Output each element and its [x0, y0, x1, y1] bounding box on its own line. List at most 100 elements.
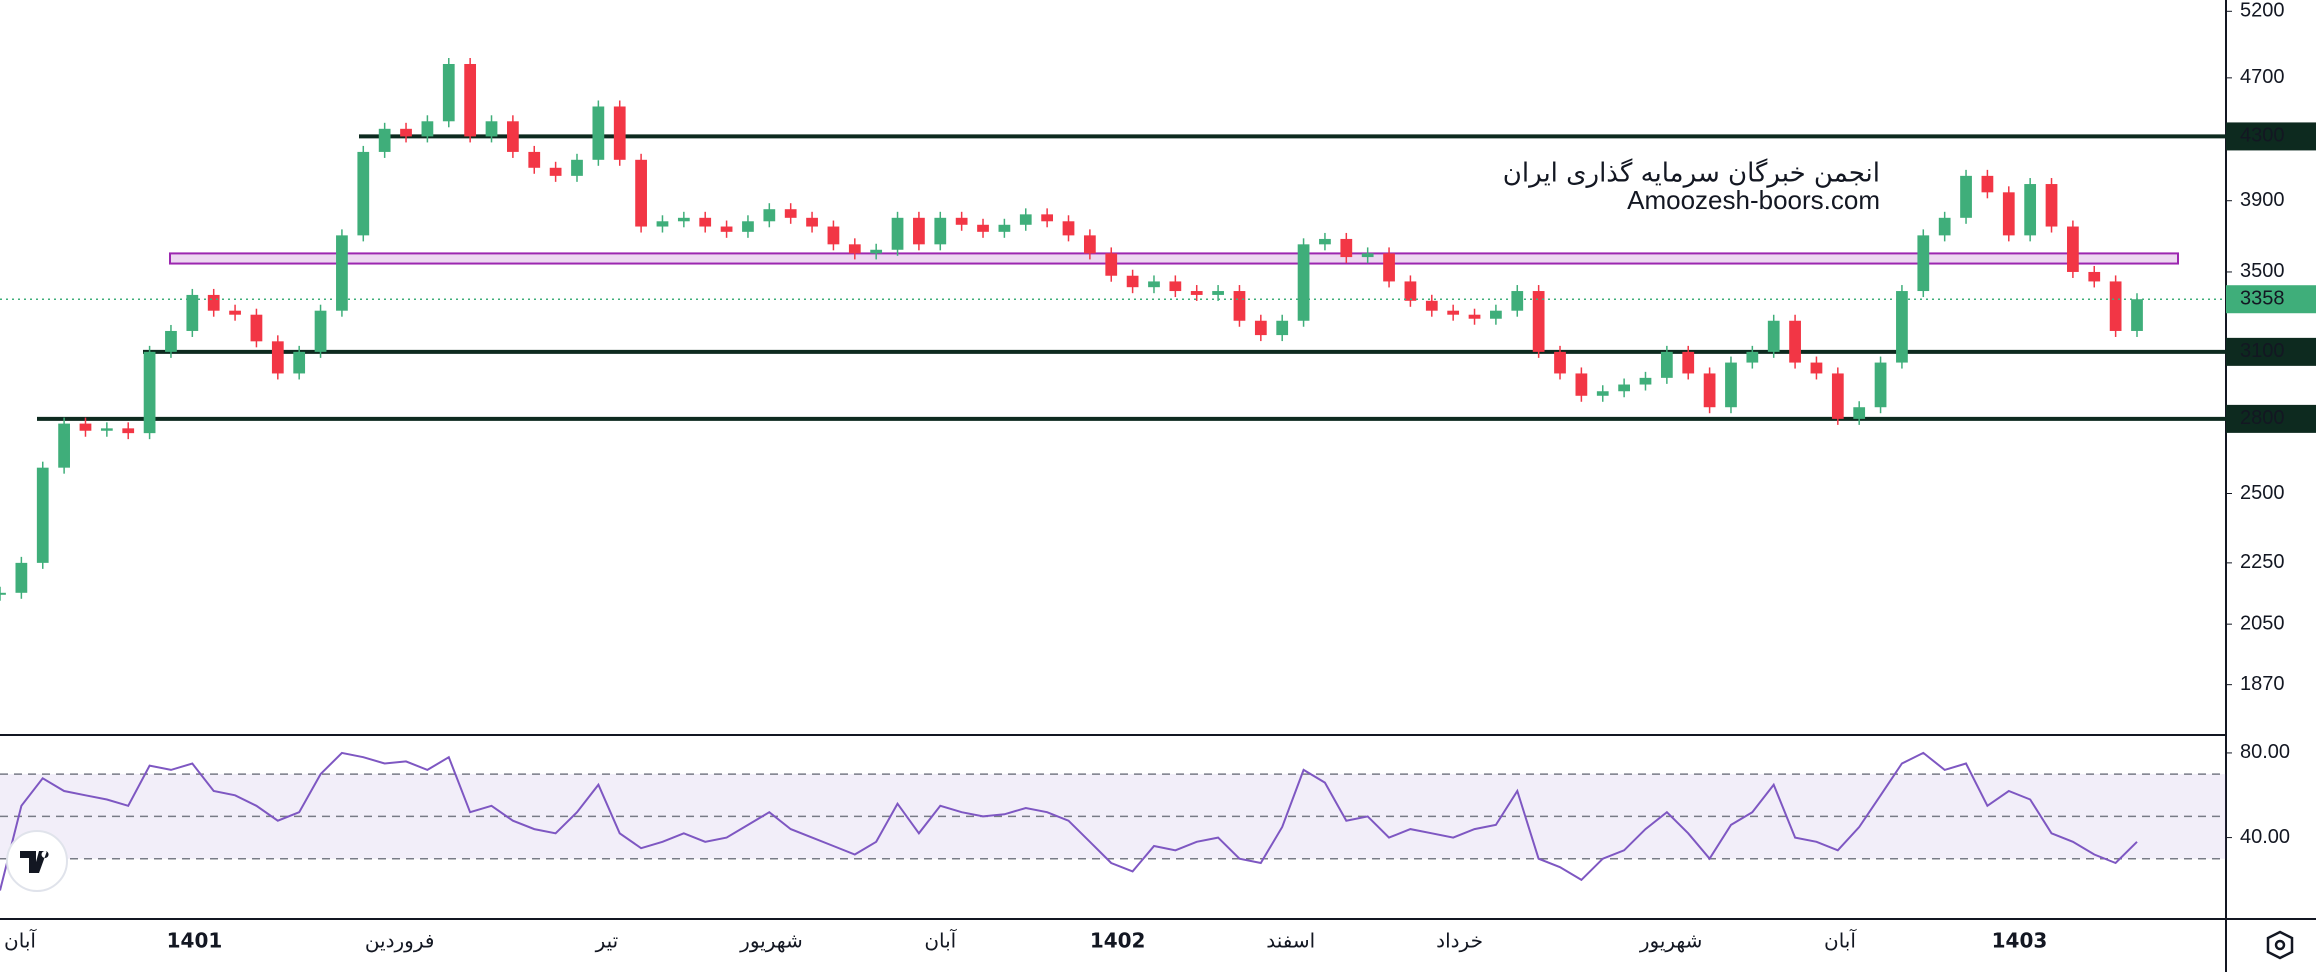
candle	[1703, 373, 1716, 408]
candle	[58, 423, 70, 468]
y-tick-label: 4700	[2240, 66, 2285, 88]
candle	[1831, 373, 1844, 419]
candle	[2024, 184, 2037, 236]
candle	[293, 351, 306, 374]
candle	[1981, 175, 1994, 193]
candle	[1126, 275, 1139, 288]
candle	[79, 423, 92, 431]
candle	[15, 562, 28, 593]
x-tick-label: اسفند	[1266, 929, 1315, 953]
y-tick-label: 3900	[2240, 189, 2285, 211]
x-tick-label: آبان	[4, 928, 37, 953]
candle	[891, 217, 904, 250]
candle	[1511, 291, 1524, 311]
candle	[784, 209, 797, 218]
candle	[464, 63, 477, 137]
candle	[1767, 320, 1780, 352]
candle	[1639, 377, 1652, 385]
candle	[1340, 238, 1353, 258]
candle	[934, 217, 947, 245]
tv-logo[interactable]	[6, 830, 68, 892]
candle	[1746, 351, 1759, 363]
candle	[507, 121, 519, 152]
candle	[1960, 175, 1972, 218]
x-tick-label: خرداد	[1436, 929, 1483, 953]
candle	[1810, 362, 1823, 374]
candle	[336, 235, 348, 311]
candle	[1254, 320, 1267, 336]
candle	[977, 224, 989, 232]
candle	[229, 310, 241, 315]
candle	[100, 428, 113, 431]
x-tick-label: آبان	[924, 928, 957, 953]
candle	[2067, 226, 2079, 272]
y-tick-label: 5200	[2240, 0, 2285, 22]
candle	[421, 121, 434, 137]
candle	[1725, 362, 1737, 408]
x-tick-label: فروردین	[365, 929, 435, 953]
candle	[1276, 320, 1289, 336]
candle	[1105, 253, 1118, 276]
candle	[1789, 320, 1801, 363]
x-tick-label: شهریور	[739, 929, 803, 953]
candle	[2002, 192, 2015, 236]
candle	[36, 467, 49, 563]
candle	[1874, 362, 1887, 408]
candle	[998, 224, 1011, 232]
candle	[1618, 384, 1630, 392]
candle	[1297, 244, 1310, 321]
watermark: Amoozesh-boors.com	[1627, 185, 1880, 215]
level-label-box	[2226, 337, 2316, 366]
candle	[1019, 214, 1032, 225]
candle	[1404, 281, 1417, 301]
candle	[1554, 351, 1566, 374]
candle	[207, 294, 220, 311]
candle	[827, 226, 840, 245]
candle	[1917, 235, 1930, 292]
candle	[357, 151, 370, 236]
y-tick-label: 3500	[2240, 260, 2285, 282]
candle	[1468, 314, 1481, 319]
candle	[955, 217, 968, 225]
level-label: 4300	[2240, 125, 2285, 147]
candle	[1596, 391, 1609, 396]
x-tick-label: 1402	[1090, 929, 1146, 953]
candle	[1319, 238, 1331, 245]
y-tick-label: 2050	[2240, 612, 2285, 634]
candle	[763, 209, 776, 222]
y-tick-label: 1870	[2240, 673, 2285, 695]
candle	[271, 341, 284, 374]
candle	[1169, 281, 1182, 292]
candle	[122, 428, 135, 434]
candle	[314, 310, 327, 352]
candle	[1062, 221, 1075, 236]
candle	[742, 221, 754, 232]
candle	[699, 217, 712, 227]
candle	[250, 314, 263, 342]
x-tick-label: 1401	[167, 929, 223, 953]
candle	[635, 159, 647, 227]
candle	[1383, 253, 1395, 282]
level-label: 2800	[2240, 407, 2285, 429]
level-label-box	[2226, 404, 2316, 433]
candle	[2109, 281, 2122, 331]
candle	[2088, 271, 2101, 282]
candle	[378, 128, 391, 152]
rsi-tick-label: 40.00	[2240, 826, 2290, 848]
candle	[1490, 310, 1502, 319]
candle	[1660, 351, 1673, 378]
candle	[1938, 217, 1951, 236]
candle	[186, 294, 199, 331]
settings-icon[interactable]	[2266, 930, 2294, 960]
rsi-tick-label: 80.00	[2240, 741, 2290, 763]
y-tick-label: 2250	[2240, 551, 2285, 573]
candle	[1447, 310, 1460, 315]
candle	[442, 63, 455, 122]
candle	[592, 106, 605, 160]
gear	[2266, 930, 2294, 960]
last-price-box	[2226, 285, 2316, 314]
candle	[848, 244, 861, 254]
level-label: 3100	[2240, 340, 2285, 362]
rsi-line	[0, 751, 2138, 891]
candle	[1361, 253, 1374, 258]
